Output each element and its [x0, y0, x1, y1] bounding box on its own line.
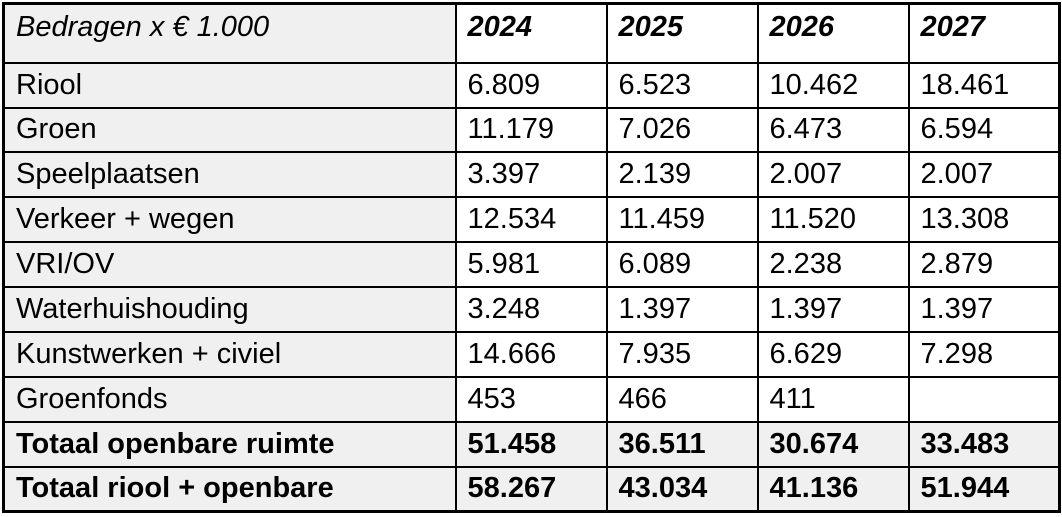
table-row: Waterhuishouding 3.248 1.397 1.397 1.397 — [2, 286, 1061, 333]
value-cell: 58.267 — [454, 465, 608, 513]
value-cell: 3.248 — [454, 286, 608, 333]
value-cell: 6.473 — [756, 106, 910, 154]
total-row: Totaal riool + openbare 58.267 43.034 41.13… — [2, 465, 1061, 513]
value-cell: 6.523 — [605, 61, 759, 109]
row-label: Verkeer + wegen — [2, 196, 457, 244]
value-cell: 7.026 — [605, 106, 759, 154]
value-cell: 41.136 — [756, 465, 910, 513]
table-row: Verkeer + wegen 12.534 11.459 11.520 13.308 — [2, 196, 1061, 244]
value-cell: 2.007 — [907, 151, 1061, 199]
column-header-2025: 2025 — [605, 2, 759, 64]
value-cell: 2.139 — [605, 151, 759, 199]
value-cell: 18.461 — [907, 61, 1061, 109]
value-cell: 6.089 — [605, 241, 759, 289]
value-cell: 43.034 — [605, 465, 759, 513]
value-cell: 51.944 — [907, 465, 1061, 513]
table-row: Riool 6.809 6.523 10.462 18.461 — [2, 61, 1061, 109]
table-row: Speelplaatsen 3.397 2.139 2.007 2.007 — [2, 151, 1061, 199]
value-cell: 6.629 — [756, 330, 910, 378]
value-cell: 51.458 — [454, 420, 608, 468]
row-label: Totaal openbare ruimte — [2, 420, 457, 468]
table-row: VRI/OV 5.981 6.089 2.238 2.879 — [2, 241, 1061, 289]
total-row: Totaal openbare ruimte 51.458 36.511 30.674… — [2, 420, 1061, 468]
table-row: Groenfonds 453 466 411 — [2, 375, 1061, 423]
value-cell: 1.397 — [907, 286, 1061, 333]
row-label: Totaal riool + openbare — [2, 465, 457, 513]
value-cell: 2.007 — [756, 151, 910, 199]
value-cell: 11.179 — [454, 106, 608, 154]
value-cell: 1.397 — [756, 286, 910, 333]
value-cell: 7.935 — [605, 330, 759, 378]
value-cell: 36.511 — [605, 420, 759, 468]
value-cell: 5.981 — [454, 241, 608, 289]
row-label: Waterhuishouding — [2, 286, 457, 333]
value-cell: 13.308 — [907, 196, 1061, 244]
value-cell: 411 — [756, 375, 910, 423]
column-header-2026: 2026 — [756, 2, 910, 64]
value-cell: 2.238 — [756, 241, 910, 289]
value-cell: 466 — [605, 375, 759, 423]
row-label: Groen — [2, 106, 457, 154]
table-row: Kunstwerken + civiel 14.666 7.935 6.629 7.29… — [2, 330, 1061, 378]
row-label: Riool — [2, 61, 457, 109]
value-cell: 6.809 — [454, 61, 608, 109]
value-cell: 6.594 — [907, 106, 1061, 154]
value-cell: 2.879 — [907, 241, 1061, 289]
row-label: Groenfonds — [2, 375, 457, 423]
value-cell: 12.534 — [454, 196, 608, 244]
value-cell: 11.459 — [605, 196, 759, 244]
value-cell: 30.674 — [756, 420, 910, 468]
value-cell: 10.462 — [756, 61, 910, 109]
table-row: Groen 11.179 7.026 6.473 6.594 — [2, 106, 1061, 154]
table-unit-label: Bedragen x € 1.000 — [2, 2, 457, 64]
row-label: Kunstwerken + civiel — [2, 330, 457, 378]
header-row: Bedragen x € 1.000 2024 2025 2026 2027 — [2, 2, 1061, 64]
value-cell: 1.397 — [605, 286, 759, 333]
row-label: Speelplaatsen — [2, 151, 457, 199]
value-cell: 14.666 — [454, 330, 608, 378]
row-label: VRI/OV — [2, 241, 457, 289]
column-header-2024: 2024 — [454, 2, 608, 64]
value-cell: 33.483 — [907, 420, 1061, 468]
column-header-2027: 2027 — [907, 2, 1061, 64]
value-cell: 3.397 — [454, 151, 608, 199]
value-cell: 11.520 — [756, 196, 910, 244]
value-cell: 453 — [454, 375, 608, 423]
value-cell — [907, 375, 1061, 423]
value-cell: 7.298 — [907, 330, 1061, 378]
